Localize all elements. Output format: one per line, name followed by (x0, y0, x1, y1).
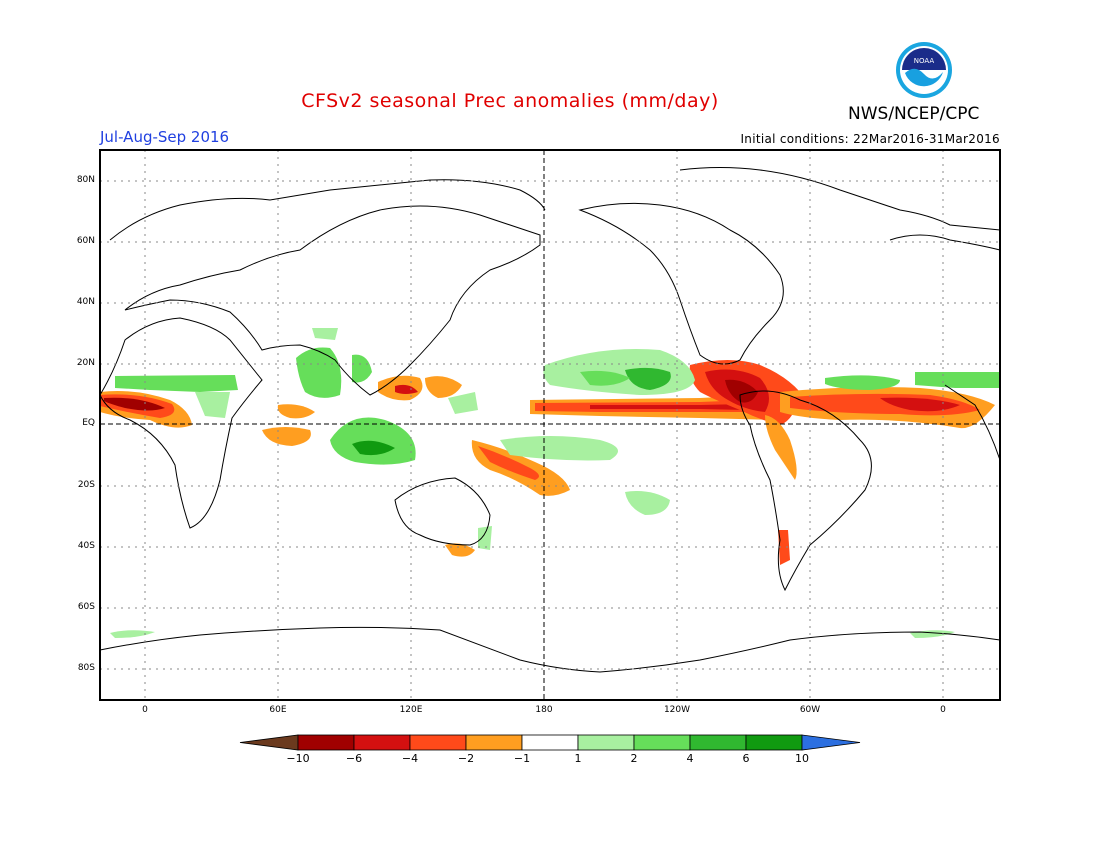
lat-label-80s: 80S (77, 663, 95, 673)
coastlines (99, 167, 1001, 673)
colorbar-label: −4 (401, 752, 419, 765)
lon-label-60w: 60W (799, 705, 821, 715)
lat-label-eq: EQ (82, 418, 95, 428)
colorbar-left-arrow (239, 734, 299, 751)
chart-title: CFSv2 seasonal Prec anomalies (mm/day) (301, 90, 719, 112)
colorbar-label: 10 (795, 752, 809, 765)
colorbar-label: −1 (513, 752, 531, 765)
colorbar-swatch (745, 734, 803, 751)
colorbar-swatch (409, 734, 467, 751)
colorbar-swatch (633, 734, 691, 751)
lon-label-0-east: 0 (940, 705, 946, 715)
noaa-logo: NOAA (896, 42, 952, 98)
colorbar-swatch (353, 734, 411, 751)
map-frame (99, 149, 1001, 701)
noaa-logo-text: NOAA (914, 57, 935, 65)
agency-label: NWS/NCEP/CPC (848, 104, 980, 124)
colorbar-label: −2 (457, 752, 475, 765)
lon-label-180: 180 (535, 705, 553, 715)
colorbar-label: 4 (686, 752, 694, 765)
lat-label-60s: 60S (77, 602, 95, 612)
lat-label-60n: 60N (76, 236, 95, 246)
colorbar-right-arrow (801, 734, 861, 751)
colorbar-label: 1 (574, 752, 582, 765)
colorbar-swatch (521, 734, 579, 751)
lat-label-80n: 80N (76, 175, 95, 185)
initial-conditions-label: Initial conditions: 22Mar2016-31Mar2016 (740, 132, 1000, 146)
lon-label-0: 0 (142, 705, 148, 715)
lat-label-40s: 40S (77, 541, 95, 551)
lon-label-60e: 60E (269, 705, 287, 715)
lon-label-120e: 120E (399, 705, 423, 715)
map-grid (100, 150, 1000, 700)
colorbar-swatch (465, 734, 523, 751)
lat-label-20n: 20N (76, 358, 95, 368)
colorbar-label: −10 (286, 752, 310, 765)
colorbar-swatch (577, 734, 635, 751)
colorbar-label: −6 (345, 752, 363, 765)
colorbar-swatch (297, 734, 355, 751)
lat-label-40n: 40N (76, 297, 95, 307)
colorbar-label: 2 (630, 752, 638, 765)
lat-label-20s: 20S (77, 480, 95, 490)
season-label: Jul-Aug-Sep 2016 (100, 128, 230, 146)
colorbar-label: 6 (742, 752, 750, 765)
lon-label-120w: 120W (663, 705, 691, 715)
colorbar-swatch (689, 734, 747, 751)
anomaly-fields (100, 328, 1000, 638)
